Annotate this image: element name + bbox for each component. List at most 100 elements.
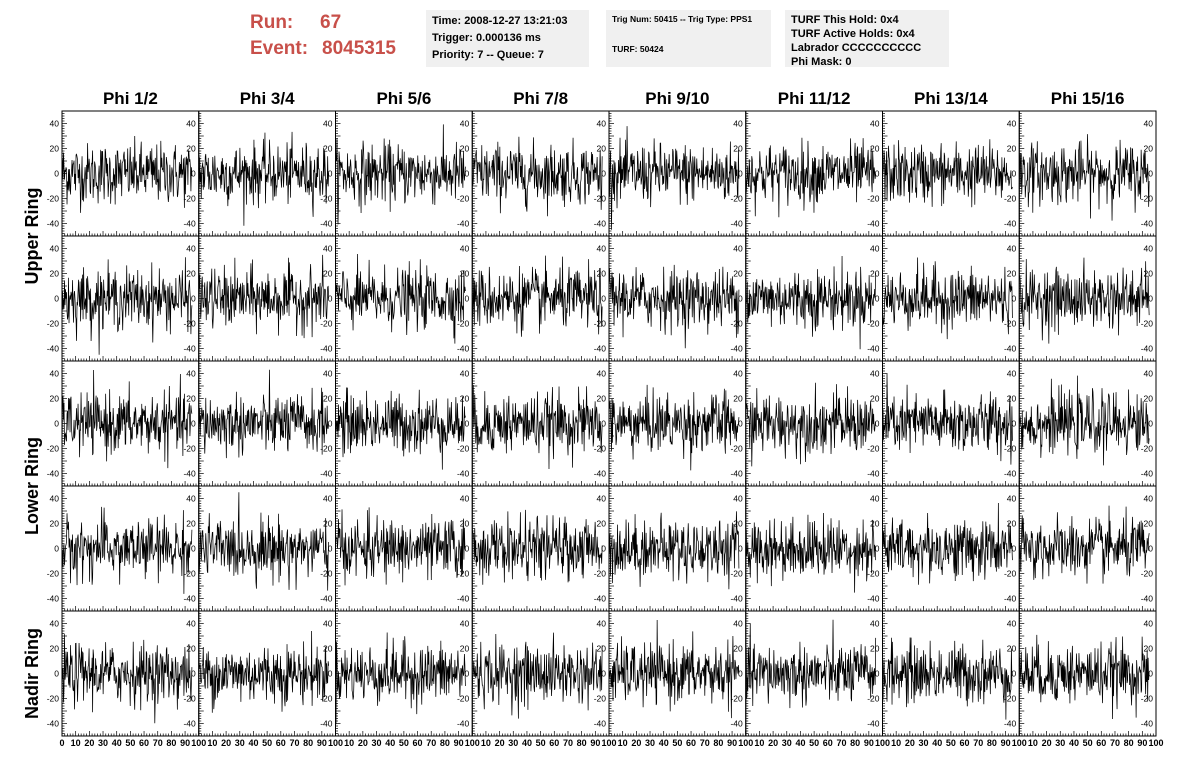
y-tick-label: 0 (738, 419, 743, 429)
y-tick-label: 40 (1007, 119, 1017, 129)
x-tick-label: 60 (139, 738, 149, 748)
y-tick-label: -20 (320, 444, 333, 454)
y-tick-label: 40 (186, 494, 196, 504)
y-tick-label: 40 (733, 494, 743, 504)
y-tick-label: 20 (50, 644, 60, 654)
x-tick-label: 40 (1069, 738, 1079, 748)
x-tick-label: 90 (180, 738, 190, 748)
y-tick-label: 0 (601, 669, 606, 679)
y-tick-label: -20 (1141, 694, 1154, 704)
y-tick-label: 0 (875, 544, 880, 554)
y-tick-label: 0 (191, 669, 196, 679)
y-tick-label: -20 (1004, 444, 1017, 454)
y-tick-label: 40 (1144, 369, 1154, 379)
y-tick-label: -40 (1141, 219, 1154, 229)
turf-info-box: TURF This Hold: 0x4 TURF Active Holds: 0… (785, 10, 949, 68)
x-tick-label: 20 (84, 738, 94, 748)
y-tick-label: 20 (597, 144, 607, 154)
x-tick-label: 100 (465, 738, 480, 748)
y-tick-label: 20 (186, 519, 196, 529)
y-tick-label: 0 (1012, 419, 1017, 429)
y-tick-label: 20 (1007, 394, 1017, 404)
y-tick-label: 20 (323, 269, 333, 279)
y-tick-label: -20 (1141, 569, 1154, 579)
y-tick-label: 20 (733, 144, 743, 154)
y-tick-label: 40 (870, 494, 880, 504)
waveform-trace (471, 509, 603, 585)
y-tick-label: -40 (320, 219, 333, 229)
x-tick-label: 10 (481, 738, 491, 748)
trigger-text: Trigger: 0.000136 ms (432, 32, 541, 44)
y-tick-label: 40 (733, 369, 743, 379)
y-tick-label: -20 (457, 569, 470, 579)
y-tick-label: -20 (730, 569, 743, 579)
x-tick-label: 100 (875, 738, 890, 748)
x-tick-label: 90 (1137, 738, 1147, 748)
waveform-trace (608, 620, 740, 719)
x-tick-label: 10 (207, 738, 217, 748)
waveform-trace (471, 632, 603, 719)
waveform-trace (198, 631, 330, 713)
y-tick-label: 0 (328, 544, 333, 554)
labrador-text: Labrador CCCCCCCCCC (791, 42, 922, 54)
x-tick-label: 80 (166, 738, 176, 748)
y-tick-label: 0 (328, 294, 333, 304)
x-tick-label: 100 (328, 738, 343, 748)
y-tick-label: 40 (186, 369, 196, 379)
x-tick-label: 50 (946, 738, 956, 748)
waveform-trace (1018, 375, 1150, 466)
y-tick-label: 40 (50, 619, 60, 629)
x-tick-label: 30 (782, 738, 792, 748)
y-tick-label: 20 (870, 519, 880, 529)
y-tick-label: 40 (1144, 494, 1154, 504)
x-tick-label: 50 (399, 738, 409, 748)
y-tick-label: 40 (50, 119, 60, 129)
x-tick-label: 60 (686, 738, 696, 748)
y-tick-label: -40 (1004, 594, 1017, 604)
x-tick-label: 20 (631, 738, 641, 748)
x-tick-label: 40 (932, 738, 942, 748)
y-tick-label: -20 (1141, 444, 1154, 454)
y-tick-label: 0 (54, 544, 59, 554)
y-tick-label: 40 (870, 244, 880, 254)
priority-text: Priority: 7 -- Queue: 7 (432, 49, 544, 61)
waveform-trace (882, 637, 1013, 720)
x-tick-label: 30 (645, 738, 655, 748)
y-tick-label: -40 (1141, 344, 1154, 354)
y-tick-label: 0 (1148, 669, 1153, 679)
y-tick-label: 40 (186, 244, 196, 254)
y-tick-label: 0 (1012, 669, 1017, 679)
waveform-trace (61, 634, 193, 724)
y-tick-label: -20 (183, 694, 196, 704)
y-tick-label: 20 (1007, 269, 1017, 279)
waveform-trace (335, 124, 466, 225)
x-tick-label: 40 (385, 738, 395, 748)
y-tick-label: -40 (1004, 719, 1017, 729)
event-value: 8045315 (322, 38, 396, 59)
y-tick-label: 40 (460, 119, 470, 129)
y-tick-label: -20 (457, 694, 470, 704)
x-tick-label: 100 (191, 738, 206, 748)
y-tick-label: 0 (328, 669, 333, 679)
y-tick-label: 0 (875, 294, 880, 304)
y-tick-label: 0 (328, 419, 333, 429)
y-tick-label: -40 (730, 219, 743, 229)
y-tick-label: 0 (738, 669, 743, 679)
waveform-trace (608, 126, 740, 230)
y-tick-label: -20 (594, 444, 607, 454)
waveform-trace (471, 384, 603, 470)
run-line: Run: 67 (250, 10, 415, 36)
x-tick-label: 80 (303, 738, 313, 748)
y-tick-label: 0 (738, 544, 743, 554)
y-tick-label: 40 (870, 369, 880, 379)
y-tick-label: 0 (465, 544, 470, 554)
y-tick-label: 0 (601, 294, 606, 304)
x-tick-label: 90 (1001, 738, 1011, 748)
y-tick-label: 20 (323, 644, 333, 654)
y-tick-label: 0 (1148, 544, 1153, 554)
waveform-trace (745, 513, 877, 593)
y-tick-label: 20 (186, 269, 196, 279)
y-tick-label: -40 (867, 469, 880, 479)
waveform-trace (608, 384, 740, 471)
